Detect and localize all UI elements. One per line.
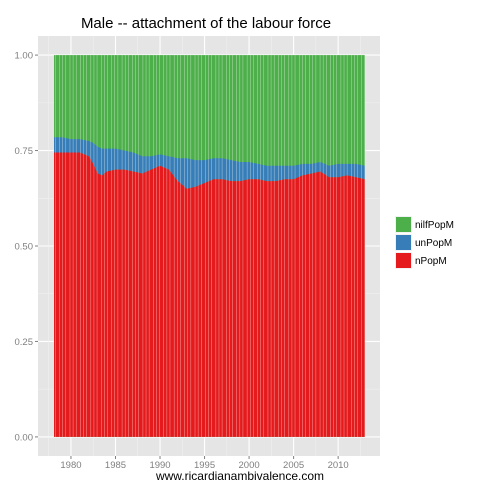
monthly-stripes [55,55,366,437]
y-tick-label: 0.00 [15,432,34,443]
stacked-areas [54,55,365,437]
legend-label-unPopM: unPopM [415,238,452,249]
y-tick-label: 0.75 [15,146,34,157]
x-axis-label: www.ricardianambivalence.com [155,469,324,480]
x-tick-label: 2010 [328,460,349,471]
x-tick-label: 2005 [283,460,304,471]
legend-label-nPopM: nPopM [415,256,447,267]
x-tick-label: 1990 [149,460,170,471]
x-tick-label: 1980 [60,460,81,471]
legend-label-nilfPopM: nilfPopM [415,220,454,231]
legend-swatch-nPopM [396,253,411,268]
legend: nilfPopM unPopM nPopM [395,216,454,269]
legend-swatch-unPopM [396,235,411,250]
x-tick-label: 1995 [194,460,215,471]
legend-swatch-nilfPopM [396,217,411,232]
x-tick-label: 1985 [105,460,126,471]
y-tick-label: 0.25 [15,337,34,348]
x-axis: 1980 1985 1990 1995 2000 2005 2010 [60,456,349,471]
chart-title: Male -- attachment of the labour force [81,15,331,32]
area-nPopM [54,152,365,437]
y-tick-label: 0.50 [15,242,34,253]
x-tick-label: 2000 [239,460,260,471]
y-tick-label: 1.00 [15,51,34,62]
area-unPopM [54,137,365,189]
y-axis: 0.00 0.25 0.50 0.75 1.00 [15,51,38,443]
